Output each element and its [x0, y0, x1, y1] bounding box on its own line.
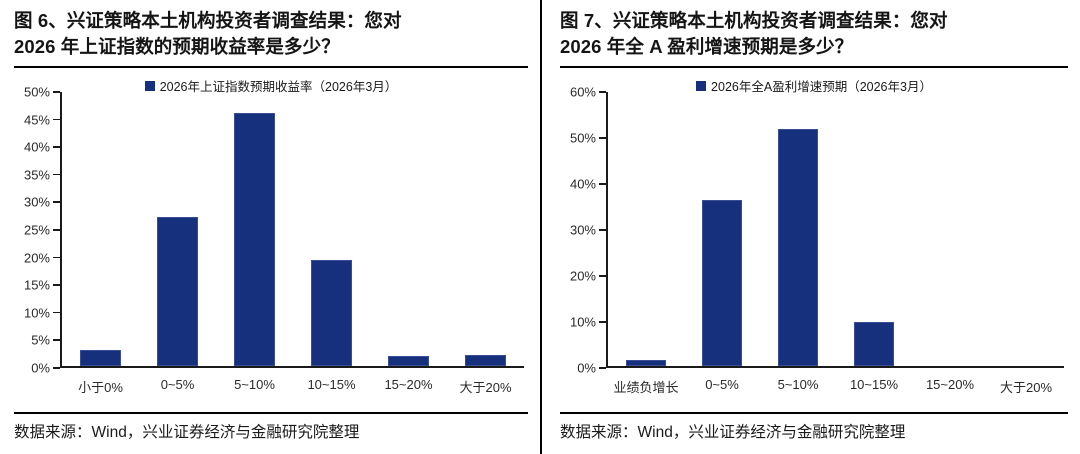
y-tick-mark [599, 229, 606, 231]
bar-slot [684, 92, 760, 366]
bar-slot [62, 92, 139, 366]
source-note-7: 数据来源：Wind，兴业证券经济与金融研究院整理 [560, 424, 906, 441]
bar-chart-6: 2026年上证指数预期收益率（2026年3月） 0% 5% 10% 15% 20% 25%… [14, 74, 528, 404]
y-tick-label: 20% [569, 268, 596, 284]
y-tick-mark [53, 256, 60, 259]
y-tick-label: 20% [23, 250, 50, 266]
bar-0~5%[interactable] [702, 200, 742, 366]
y-tick-mark [599, 367, 606, 369]
plot-area-6: 0% 5% 10% 15% 20% 25% 30% 35% 40% 45% 50% [24, 85, 524, 376]
y-tick-label: 45% [23, 112, 50, 128]
bar-slot [447, 92, 524, 366]
figure-panel-7: 图 7、兴证策略本土机构投资者调查结果：您对 2026 年全 A 盈利增速预期是… [540, 0, 1080, 454]
bar-5~10%[interactable] [778, 128, 818, 366]
bar-slot [912, 92, 988, 366]
y-tick-mark [599, 321, 606, 323]
y-tick-label: 0% [31, 360, 50, 376]
y-tick-label: 5% [31, 332, 50, 348]
figure-panel-6: 图 6、兴证策略本土机构投资者调查结果：您对 2026 年上证指数的预期收益率是… [14, 10, 528, 441]
bar-slot [760, 92, 836, 366]
bar-slot [370, 92, 447, 366]
y-tick-mark [53, 311, 60, 314]
bar-业绩负增长[interactable] [626, 359, 666, 366]
y-tick-mark [53, 146, 60, 148]
y-tick-mark [53, 284, 60, 286]
x-tick-label: 5~10% [234, 377, 275, 392]
x-tick-label: 0~5% [160, 377, 195, 392]
y-tick-label: 50% [569, 130, 596, 146]
legend-swatch-icon [144, 80, 155, 91]
y-tick-label: 15% [23, 277, 50, 293]
bar-slot [836, 92, 912, 366]
y-tick-label: 0% [577, 360, 596, 376]
x-axis-line-6 [60, 366, 524, 368]
y-tick-label: 60% [569, 84, 596, 100]
y-axis-line-7 [606, 92, 608, 368]
figure-title-6: 图 6、兴证策略本土机构投资者调查结果：您对 2026 年上证指数的预期收益率是… [14, 10, 402, 57]
plot-area-7: 0% 10% 20% 30% 40% 50% 60% [570, 85, 1064, 376]
bar-小于0%[interactable] [80, 349, 121, 366]
x-tick-label: 0~5% [705, 377, 739, 392]
legend-swatch-icon [696, 80, 707, 91]
y-tick-mark [53, 367, 60, 369]
source-divider-7 [560, 412, 1068, 414]
source-note-6: 数据来源：Wind，兴业证券经济与金融研究院整理 [14, 424, 360, 441]
x-tick-label: 10~15% [849, 377, 899, 392]
bar-series-7 [608, 92, 1064, 366]
bar-15~20%[interactable] [388, 356, 429, 366]
x-axis-labels-6: 小于0% 0~5% 5~10% 10~15% 15~20% 大于20% [62, 377, 524, 396]
x-tick-label: 大于20% [999, 380, 1053, 395]
bar-大于20%[interactable] [465, 354, 506, 366]
x-tick-label: 15~20% [925, 377, 975, 392]
y-tick-mark [53, 91, 60, 93]
y-tick-label: 10% [569, 314, 596, 330]
bar-chart-7: 2026年全A盈利增速预期（2026年3月） 0% 10% 20% 30% 40% 50%… [560, 74, 1068, 404]
y-tick-label: 30% [23, 194, 50, 210]
y-tick-label: 25% [23, 222, 50, 238]
y-tick-mark [53, 201, 60, 203]
y-tick-mark [53, 173, 60, 176]
y-tick-label: 30% [569, 222, 596, 238]
bar-0~5%[interactable] [157, 216, 198, 366]
y-tick-label: 35% [23, 167, 50, 183]
y-tick-mark [599, 136, 606, 139]
title-divider-6 [14, 66, 528, 68]
y-axis-line-6 [60, 92, 62, 368]
bar-series-6 [62, 92, 524, 366]
figure-title-7: 图 7、兴证策略本土机构投资者调查结果：您对 2026 年全 A 盈利增速预期是… [560, 10, 948, 57]
y-tick-mark [599, 182, 606, 185]
bar-10~15%[interactable] [854, 321, 894, 366]
x-tick-label: 小于0% [78, 380, 123, 395]
chart-container-6: 2026年上证指数预期收益率（2026年3月） 0% 5% 10% 15% 20% 25%… [14, 74, 528, 412]
source-divider-6 [14, 412, 528, 414]
y-tick-mark [599, 274, 606, 277]
y-tick-label: 50% [23, 84, 50, 100]
y-tick-label: 40% [23, 139, 50, 155]
y-tick-mark [53, 118, 60, 121]
x-axis-line-7 [606, 366, 1064, 368]
bar-slot [293, 92, 370, 366]
y-tick-mark [53, 229, 60, 231]
bar-5~10%[interactable] [234, 112, 275, 366]
y-tick-label: 10% [23, 305, 50, 321]
x-tick-label: 大于20% [459, 380, 512, 395]
bar-slot [139, 92, 216, 366]
bar-slot [216, 92, 293, 366]
x-tick-label: 15~20% [384, 377, 433, 392]
y-tick-mark [599, 91, 606, 93]
chart-container-7: 2026年全A盈利增速预期（2026年3月） 0% 10% 20% 30% 40% 50%… [560, 74, 1068, 412]
x-tick-label: 10~15% [307, 377, 356, 392]
x-tick-label: 5~10% [777, 377, 819, 392]
x-tick-label: 业绩负增长 [613, 380, 679, 395]
bar-10~15%[interactable] [311, 259, 352, 366]
title-divider-7 [560, 66, 1068, 68]
y-tick-mark [53, 339, 60, 341]
bar-slot [608, 92, 684, 366]
x-axis-labels-7: 业绩负增长 0~5% 5~10% 10~15% 15~20% 大于20% [608, 377, 1064, 396]
bar-slot [988, 92, 1064, 366]
y-tick-label: 40% [569, 176, 596, 192]
